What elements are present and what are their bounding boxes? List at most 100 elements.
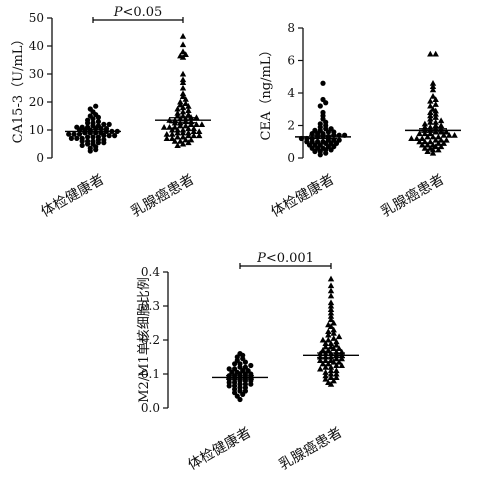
data-point (432, 110, 439, 117)
data-point (432, 122, 439, 129)
data-point (163, 131, 170, 137)
data-point (177, 122, 184, 129)
data-point (335, 333, 343, 340)
data-point (185, 111, 192, 118)
data-point (112, 133, 118, 139)
data-point (327, 282, 335, 289)
data-point (427, 50, 434, 57)
data-point (322, 343, 329, 350)
data-point (95, 140, 101, 146)
data-point (327, 306, 335, 312)
data-point (179, 129, 187, 136)
data-point (432, 101, 439, 107)
data-point (169, 135, 176, 141)
data-point (325, 328, 332, 335)
data-point (327, 323, 335, 329)
data-point (429, 80, 437, 86)
y-axis-label: CA15-3（U/mL） (11, 33, 26, 144)
data-point (85, 134, 91, 140)
data-point (85, 141, 91, 147)
data-point (437, 143, 445, 150)
y-tick-label: 30 (29, 67, 44, 81)
data-point (179, 41, 187, 48)
data-point (193, 121, 200, 127)
data-point (196, 128, 203, 134)
data-point (322, 369, 329, 375)
data-point (322, 364, 329, 370)
x-tick-label: 体检健康者 (185, 424, 254, 474)
data-point (179, 33, 187, 39)
data-point (427, 119, 434, 125)
data-point (182, 122, 189, 129)
data-point (79, 142, 85, 148)
data-point (432, 136, 439, 143)
data-point (338, 355, 345, 362)
data-point (179, 70, 187, 77)
data-point (317, 152, 323, 158)
data-point (333, 374, 340, 380)
data-point (327, 275, 335, 282)
data-point (185, 125, 192, 132)
data-point (237, 396, 243, 403)
data-point (427, 138, 434, 145)
data-point (327, 309, 335, 316)
data-point (187, 136, 195, 143)
data-point (66, 131, 72, 137)
data-point (327, 287, 335, 294)
data-point (68, 135, 74, 141)
data-point (95, 114, 101, 120)
data-point (416, 130, 423, 137)
data-point (427, 130, 434, 137)
data-point (333, 355, 340, 362)
data-point (421, 138, 429, 145)
data-point (319, 336, 327, 343)
data-point (432, 107, 439, 114)
data-point (427, 109, 434, 116)
data-point (416, 138, 423, 145)
data-point (429, 149, 437, 156)
data-point (333, 341, 340, 348)
data-point (435, 140, 442, 146)
data-point (421, 120, 429, 127)
data-point (429, 83, 437, 90)
data-point (93, 103, 99, 109)
data-point (87, 148, 93, 154)
data-point (440, 132, 447, 138)
y-tick-label: 20 (29, 95, 44, 109)
data-point (325, 360, 332, 367)
data-point (432, 114, 439, 120)
x-tick-label: 体检健康者 (268, 171, 337, 221)
data-point (79, 138, 85, 144)
y-tick-label: 0.0 (141, 401, 160, 415)
data-point (177, 138, 184, 144)
data-point (424, 148, 431, 155)
data-point (327, 292, 335, 299)
data-point (185, 103, 192, 109)
data-point (185, 107, 192, 113)
data-point (325, 336, 332, 343)
data-point (190, 132, 197, 139)
data-point (419, 141, 426, 148)
data-point (435, 133, 442, 140)
data-point (408, 135, 415, 142)
data-point (106, 121, 112, 127)
data-point (226, 383, 232, 389)
data-point (330, 319, 337, 326)
data-point (327, 299, 335, 306)
data-point (328, 147, 334, 153)
data-point (185, 132, 192, 139)
data-point (169, 126, 176, 133)
y-tick-label: 0 (287, 151, 295, 165)
data-point (413, 135, 420, 142)
data-point (437, 136, 445, 143)
data-point (322, 357, 329, 363)
data-point (429, 146, 437, 153)
data-point (179, 133, 187, 140)
data-point (106, 133, 112, 139)
data-point (327, 374, 335, 380)
data-point (160, 124, 168, 130)
chart-cea: 0 2 4 6 8 CEA（ng/mL） 体检健康者 乳腺癌患者 (259, 21, 461, 220)
data-point (432, 50, 439, 57)
data-point (327, 313, 335, 319)
